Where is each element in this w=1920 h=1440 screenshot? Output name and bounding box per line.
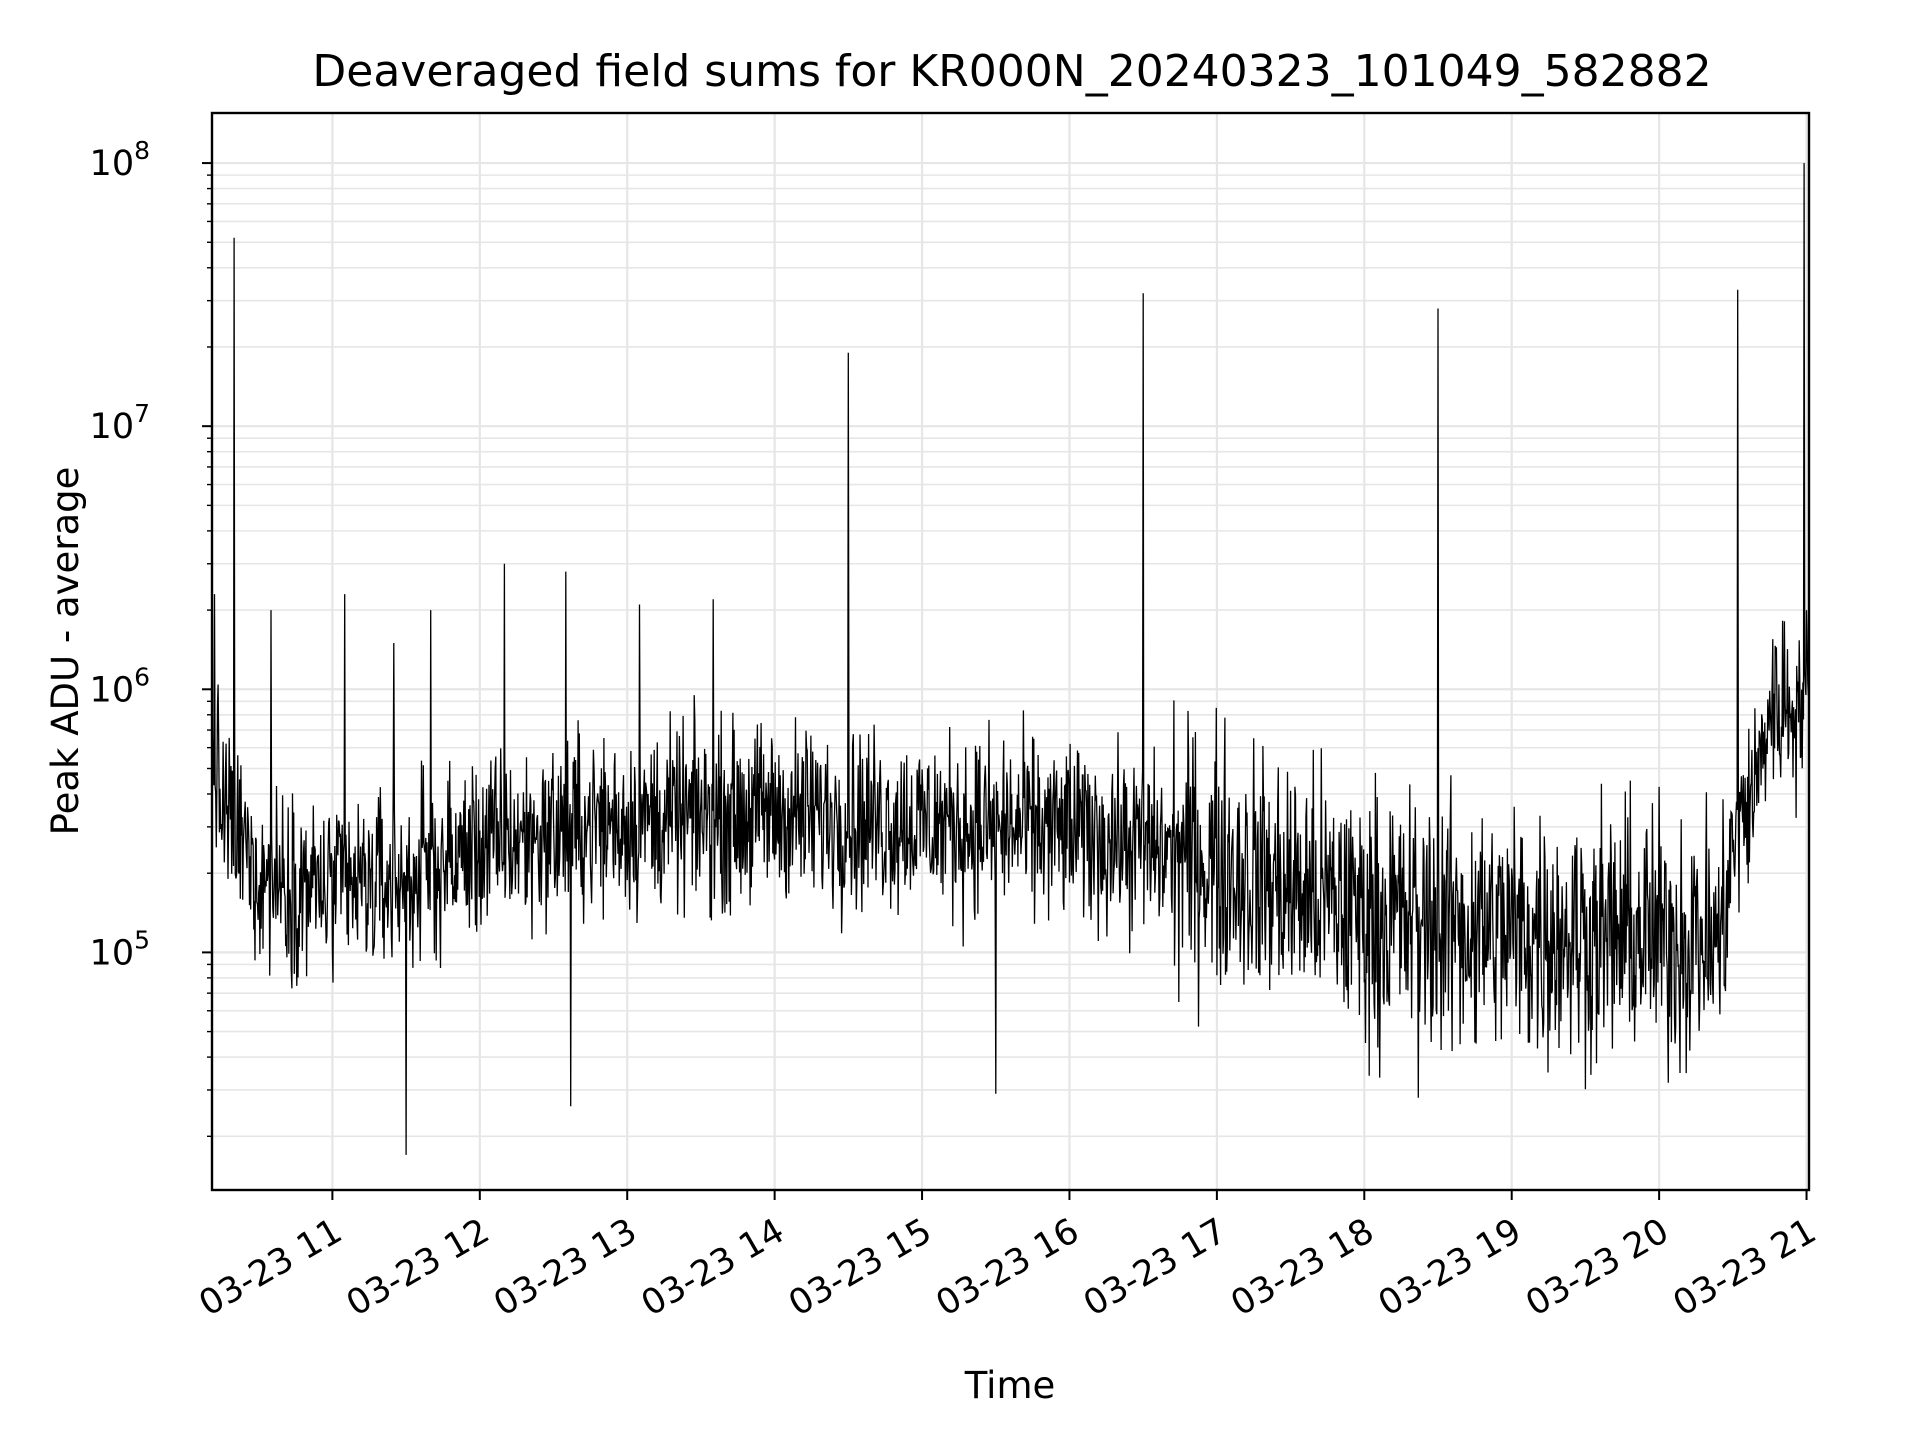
series-line [211, 163, 1810, 1155]
y-axis-label: Peak ADU - average [44, 467, 87, 836]
y-tick-exponent: 5 [134, 925, 150, 954]
grid [212, 113, 1809, 1190]
y-tick-base: 10 [90, 407, 135, 447]
y-tick-exponent: 6 [134, 662, 150, 691]
x-tick-label: 03-23 19 [1372, 1211, 1528, 1324]
y-tick-base: 10 [90, 144, 135, 184]
y-tick-label: 107 [90, 399, 150, 447]
series-path [211, 163, 1810, 1155]
y-tick-base: 10 [90, 933, 135, 973]
chart-title: Deaveraged field sums for KR000N_2024032… [312, 46, 1711, 97]
x-tick-label: 03-23 13 [487, 1211, 643, 1324]
y-tick-base: 10 [90, 670, 135, 710]
x-tick-label: 03-23 16 [930, 1211, 1086, 1324]
x-tick-label: 03-23 18 [1225, 1211, 1381, 1324]
y-tick-label: 108 [90, 136, 150, 184]
y-tick-exponent: 7 [134, 399, 150, 428]
y-tick-exponent: 8 [134, 136, 150, 165]
x-tick-label: 03-23 11 [193, 1211, 349, 1324]
y-tick-label: 106 [90, 662, 150, 710]
x-tick-label: 03-23 20 [1519, 1211, 1675, 1324]
plot-frame [210, 111, 1811, 1192]
x-tick-label: 03-23 14 [635, 1211, 791, 1324]
x-tick-label: 03-23 12 [340, 1211, 496, 1324]
x-axis-label: Time [964, 1364, 1056, 1407]
x-tick-label: 03-23 15 [782, 1211, 938, 1324]
y-tick-label: 105 [90, 925, 150, 973]
x-tick-label: 03-23 21 [1667, 1211, 1823, 1324]
x-tick-label: 03-23 17 [1077, 1211, 1233, 1324]
